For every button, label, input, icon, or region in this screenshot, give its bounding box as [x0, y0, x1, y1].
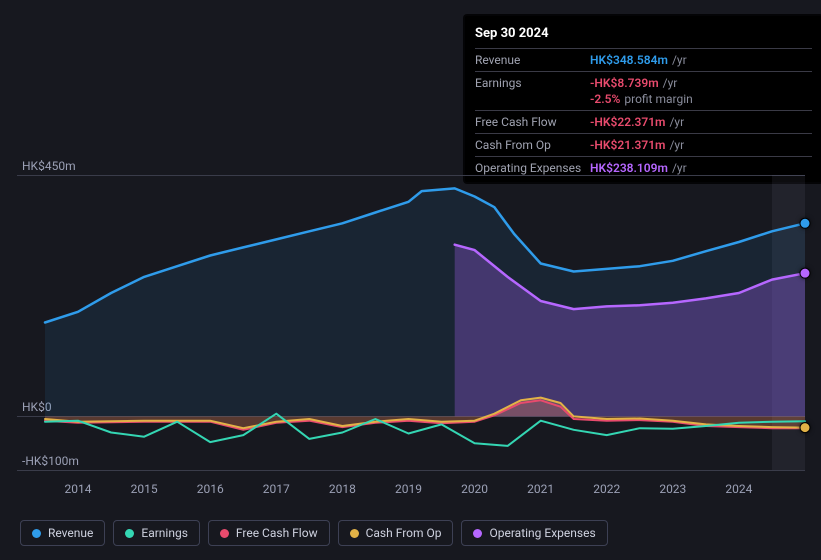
- tooltip-row-value: -HK$22.371m: [590, 115, 665, 129]
- end-dot-revenue: [800, 218, 810, 228]
- tooltip-row-suffix: /yr: [672, 53, 687, 67]
- tooltip-row-suffix: profit margin: [624, 92, 692, 106]
- divider: [475, 156, 812, 157]
- tooltip-row: Free Cash Flow-HK$22.371m/yr: [475, 114, 812, 130]
- tooltip-row-suffix: /yr: [669, 115, 684, 129]
- tooltip-row-suffix: /yr: [669, 138, 684, 152]
- tooltip-row: Earnings-HK$8.739m/yr: [475, 75, 812, 91]
- x-tick-label: 2016: [197, 482, 224, 496]
- tooltip-row-value: HK$238.109m: [590, 161, 668, 175]
- divider: [475, 71, 812, 72]
- legend-dot: [125, 529, 134, 538]
- tooltip-row-key: Operating Expenses: [475, 161, 590, 175]
- legend-item-fcf[interactable]: Free Cash Flow: [208, 520, 330, 546]
- tooltip-row-suffix: /yr: [663, 76, 678, 90]
- x-tick-label: 2017: [263, 482, 290, 496]
- tooltip-row-value: -HK$21.371m: [590, 138, 665, 152]
- divider: [475, 133, 812, 134]
- tooltip-row-key: Free Cash Flow: [475, 115, 590, 129]
- gridline: [17, 470, 805, 471]
- end-dot-opex: [800, 268, 810, 278]
- y-tick-label: HK$450m: [22, 159, 76, 173]
- legend: Revenue Earnings Free Cash Flow Cash From O…: [20, 520, 608, 546]
- legend-item-revenue[interactable]: Revenue: [20, 520, 105, 546]
- x-tick-label: 2018: [329, 482, 356, 496]
- legend-dot: [220, 529, 229, 538]
- x-tick-label: 2019: [395, 482, 422, 496]
- x-tick-label: 2023: [659, 482, 686, 496]
- tooltip-date: Sep 30 2024: [475, 20, 812, 45]
- x-tick-label: 2020: [461, 482, 488, 496]
- divider: [475, 48, 812, 49]
- tooltip-row-value: -2.5%: [590, 92, 620, 106]
- legend-dot: [32, 529, 41, 538]
- legend-item-cashop[interactable]: Cash From Op: [338, 520, 454, 546]
- tooltip-card: Sep 30 2024 RevenueHK$348.584m/yrEarning…: [465, 16, 821, 182]
- tooltip-row-key: Revenue: [475, 53, 590, 67]
- x-tick-label: 2021: [527, 482, 554, 496]
- tooltip-row: Cash From Op-HK$21.371m/yr: [475, 137, 812, 153]
- divider: [475, 110, 812, 111]
- legend-item-earnings[interactable]: Earnings: [113, 520, 200, 546]
- tooltip-row-key: Earnings: [475, 76, 590, 90]
- legend-dot: [350, 529, 359, 538]
- tooltip-row: -2.5% profit margin: [475, 91, 812, 107]
- tooltip-row-suffix: /yr: [672, 161, 687, 175]
- legend-label: Earnings: [141, 526, 188, 540]
- legend-label: Revenue: [48, 526, 93, 540]
- tooltip-row: RevenueHK$348.584m/yr: [475, 52, 812, 68]
- chart-plot: [45, 175, 805, 470]
- legend-label: Free Cash Flow: [236, 526, 318, 540]
- legend-label: Cash From Op: [366, 526, 442, 540]
- tooltip-row-key: Cash From Op: [475, 138, 590, 152]
- end-dot-cashop: [800, 423, 810, 433]
- tooltip-row-value: -HK$8.739m: [590, 76, 659, 90]
- x-tick-label: 2014: [65, 482, 92, 496]
- legend-label: Operating Expenses: [489, 526, 595, 540]
- x-tick-label: 2024: [725, 482, 752, 496]
- x-tick-label: 2015: [131, 482, 158, 496]
- x-tick-label: 2022: [593, 482, 620, 496]
- legend-item-opex[interactable]: Operating Expenses: [461, 520, 607, 546]
- legend-dot: [473, 529, 482, 538]
- tooltip-row-value: HK$348.584m: [590, 53, 668, 67]
- tooltip-row: Operating ExpensesHK$238.109m/yr: [475, 160, 812, 176]
